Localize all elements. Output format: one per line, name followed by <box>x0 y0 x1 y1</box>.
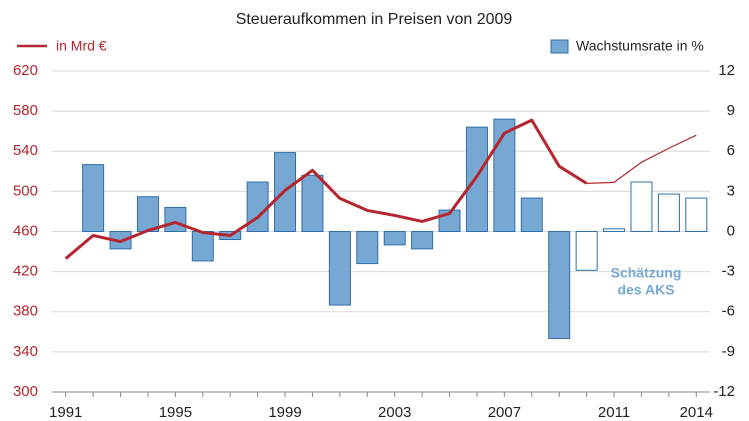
line-series <box>64 118 588 260</box>
bar <box>520 197 543 232</box>
bar <box>383 231 406 246</box>
y-tick-label: 620 <box>13 62 38 79</box>
bar <box>603 228 626 232</box>
bar <box>136 196 159 233</box>
legend-label: in Mrd € <box>56 38 107 54</box>
y-tick-label: 380 <box>13 303 38 320</box>
x-tick-label: 2007 <box>488 404 521 421</box>
y-tick-label: 420 <box>13 263 38 280</box>
x-tick-label: 2003 <box>378 404 411 421</box>
y2-tick-label: 9 <box>727 102 735 119</box>
bar <box>356 231 379 265</box>
x-tick-label: 2011 <box>598 404 630 421</box>
y2-tick-label: -3 <box>722 263 735 280</box>
bar <box>575 231 598 271</box>
legend-bar-swatch <box>550 39 569 54</box>
y-tick-label: 300 <box>13 383 38 400</box>
annotation: des AKS <box>617 282 674 298</box>
bar <box>301 174 324 232</box>
y-tick-label: 460 <box>13 222 38 239</box>
bar <box>164 206 187 233</box>
bar <box>548 231 571 339</box>
bar <box>657 193 680 233</box>
y-tick-label: 540 <box>13 142 38 159</box>
bar <box>493 118 516 232</box>
y-tick-label: 500 <box>13 182 38 199</box>
bar <box>411 231 434 250</box>
y2-tick-label: -12 <box>713 383 735 400</box>
bar <box>191 231 214 262</box>
bar <box>328 231 351 306</box>
x-tick-label: 1995 <box>159 404 192 421</box>
y-tick-label: 580 <box>13 102 38 119</box>
y-tick-label: 340 <box>13 343 38 360</box>
x-tick-label: 2014 <box>680 404 713 421</box>
legend-label: Wachstumsrate in % <box>576 38 704 54</box>
y2-tick-label: 3 <box>727 182 735 199</box>
bar <box>630 181 653 232</box>
y2-tick-label: 6 <box>727 142 735 159</box>
x-tick-label: 1999 <box>268 404 301 421</box>
y2-tick-label: -9 <box>722 343 735 360</box>
line-series <box>586 134 697 184</box>
chart-title: Steueraufkommen in Preisen von 2009 <box>236 11 513 28</box>
bar <box>82 164 105 232</box>
bar <box>465 126 488 232</box>
y2-tick-label: 12 <box>718 62 735 79</box>
y2-tick-label: 0 <box>727 222 735 239</box>
y2-tick-label: -6 <box>722 303 735 320</box>
x-tick-label: 1991 <box>49 404 82 421</box>
annotation: Schätzung <box>611 265 682 281</box>
bar <box>685 197 708 232</box>
